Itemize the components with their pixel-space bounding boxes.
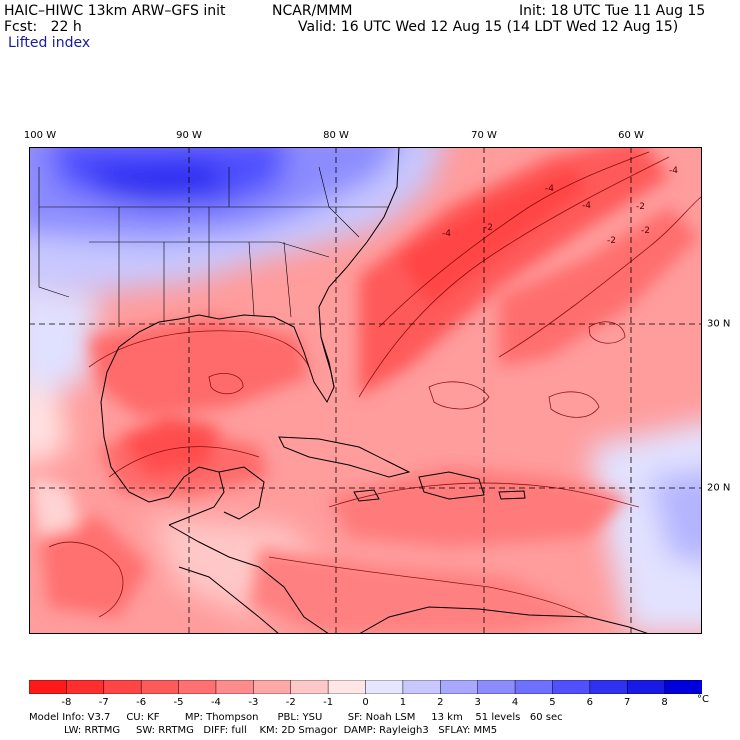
colorbar-tick-label: 2 — [437, 697, 444, 708]
colorbar-tick-label: -2 — [285, 697, 296, 708]
colorbar-tick-label: -8 — [61, 697, 72, 708]
colorbar-cell — [140, 680, 180, 694]
state-borders — [38, 166, 389, 327]
colorbar-tick-label: 4 — [511, 697, 519, 708]
colorbar-cell — [178, 680, 217, 694]
colorbar-cell — [477, 680, 516, 694]
colorbar-tick-label: 6 — [586, 697, 594, 708]
lon-label-70w: 70 W — [471, 130, 497, 141]
contour-label: -4 — [669, 166, 678, 176]
center-label: NCAR/MMM — [272, 3, 353, 19]
colorbar-tick-label: 8 — [661, 697, 668, 708]
colorbar-tick-label: 5 — [549, 697, 556, 708]
contour-label: -4 — [545, 184, 554, 194]
colorbar-tick-label: -5 — [173, 697, 184, 708]
colorbar-cell — [66, 680, 105, 694]
valid-time: Valid: 16 UTC Wed 12 Aug 15 (14 LDT Wed … — [298, 19, 679, 35]
colorbar-tick-label: 0 — [362, 697, 369, 708]
colorbar-cell — [402, 680, 442, 694]
unit-label: °C — [697, 694, 709, 705]
colorbar-cell — [103, 680, 142, 694]
forecast-hour: Fcst: 22 h — [4, 19, 82, 35]
colorbar-cell — [253, 680, 292, 694]
contour-label: -2 — [636, 202, 645, 212]
field-name: Lifted index — [8, 35, 91, 51]
colorbar-tick-label: -7 — [98, 697, 109, 708]
shaded-field — [29, 147, 702, 634]
model-info-line1: Model Info: V3.7 CU: KF MP: Thompson PBL… — [29, 712, 563, 723]
colorbar-tick-label: 3 — [474, 697, 481, 708]
lat-label-20n: 20 N — [707, 482, 731, 494]
contour-label: -4 — [582, 201, 591, 211]
colorbar-tick-label: -6 — [136, 697, 147, 708]
lifted-index-map: -4 -2 -2 -2 -4 -4 -4 -2 — [29, 147, 702, 634]
colorbar-cell — [327, 680, 367, 694]
lon-label-80w: 80 W — [323, 130, 349, 141]
lon-label-90w: 90 W — [176, 130, 202, 141]
colorbar-tick-label: -3 — [248, 697, 259, 708]
contour-label: -4 — [442, 229, 451, 239]
colorbar-cell — [290, 680, 329, 694]
lon-label-60w: 60 W — [618, 130, 644, 141]
colorbar-tick-label: -4 — [210, 697, 221, 708]
colorbar-cell — [589, 680, 628, 694]
contour-label: -2 — [484, 223, 493, 233]
contour-value-labels: -4 -2 -2 -2 -4 -4 -4 -2 — [442, 166, 678, 246]
colorbar — [29, 680, 702, 694]
colorbar-cell — [440, 680, 479, 694]
lat-label-30n: 30 N — [707, 318, 731, 330]
colorbar-cell — [215, 680, 255, 694]
contour-lines — [48, 151, 702, 618]
init-time: Init: 18 UTC Tue 11 Aug 15 — [519, 3, 706, 19]
colorbar-cell — [29, 680, 68, 694]
map-frame — [29, 147, 702, 634]
colorbar-cell — [664, 680, 702, 694]
colorbar-cell — [552, 680, 591, 694]
colorbar-cell — [514, 680, 554, 694]
model-info-line2: LW: RRTMG SW: RRTMG DIFF: full KM: 2D Sm… — [29, 725, 498, 736]
colorbar-tick-label: 1 — [399, 697, 407, 708]
contour-label: -2 — [641, 226, 650, 236]
colorbar-tick-label: 7 — [624, 697, 631, 708]
colorbar-cell — [626, 680, 666, 694]
lon-label-100w: 100 W — [23, 130, 57, 141]
model-title: HAIC–HIWC 13km ARW–GFS init — [4, 3, 226, 19]
colorbar-cell — [365, 680, 404, 694]
contour-label: -2 — [607, 236, 616, 246]
colorbar-tick-label: -1 — [323, 697, 334, 708]
graticule — [29, 147, 702, 634]
